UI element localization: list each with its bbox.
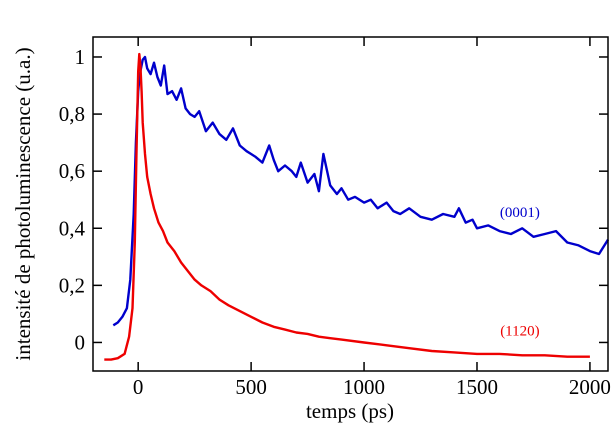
series-layer <box>104 52 610 361</box>
series-label-1: (1120) <box>500 323 539 339</box>
ticks-layer: 0 500 1000 1500 2000 0 0,2 0,4 0,6 0,8 1 <box>59 37 611 399</box>
series-line-0 <box>112 55 610 327</box>
y-axis-title: intensité de photoluminescence (u.a.) <box>11 47 35 360</box>
series-label-0: (0001) <box>500 205 540 221</box>
x-tick-label: 500 <box>235 375 267 399</box>
x-axis-title: temps (ps) <box>306 399 394 423</box>
series-labels-layer: (0001) (1120) <box>500 205 540 339</box>
y-tick-label: 0 <box>75 330 86 354</box>
y-tick-label: 0,8 <box>59 102 85 126</box>
y-tick-label: 0,2 <box>59 273 85 297</box>
x-tick-label: 1000 <box>343 375 385 399</box>
x-tick-label: 1500 <box>456 375 498 399</box>
x-tick-label: 2000 <box>569 375 611 399</box>
series-line-1 <box>104 52 590 361</box>
plot-frame <box>92 36 609 372</box>
y-tick-label: 0,4 <box>59 216 86 240</box>
y-tick-label: 0,6 <box>59 159 85 183</box>
y-tick-label: 1 <box>75 45 86 69</box>
x-tick-label: 0 <box>133 375 144 399</box>
